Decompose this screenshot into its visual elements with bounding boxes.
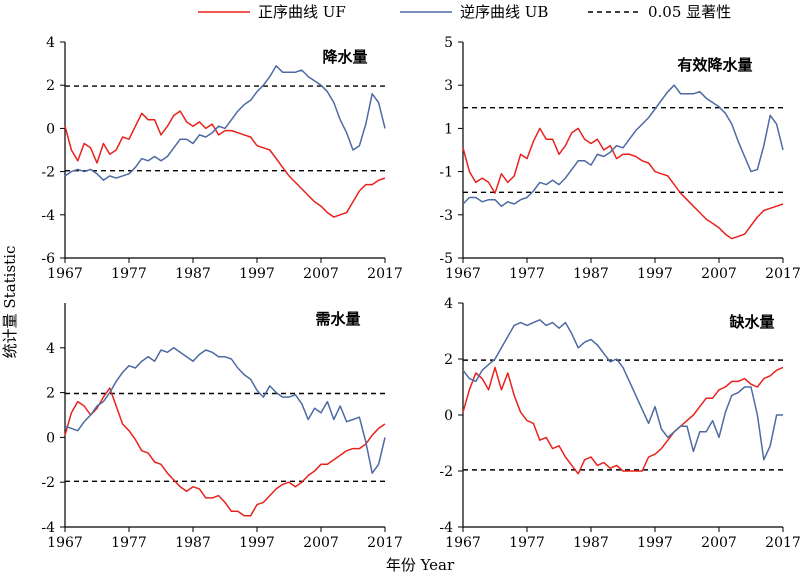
- series-line-ub: [64, 347, 386, 474]
- x-tick-label: 2007: [701, 266, 737, 282]
- x-tick-label: 1967: [445, 535, 481, 551]
- panel-title: 降水量: [322, 48, 367, 66]
- x-tick-label: 1977: [509, 535, 545, 551]
- x-tick-label: 2007: [303, 535, 339, 551]
- x-tick-label: 2017: [367, 535, 403, 551]
- series-line-ub: [462, 84, 784, 207]
- y-tick-label: -4: [41, 208, 55, 224]
- y-tick-label: 4: [444, 296, 453, 312]
- y-tick-label: 3: [444, 78, 453, 94]
- y-tick-label: 4: [46, 341, 55, 357]
- x-tick-label: 1967: [445, 266, 481, 282]
- panel-title: 缺水量: [728, 313, 774, 331]
- y-tick-label: -3: [439, 208, 453, 224]
- series-line-ub: [64, 65, 386, 181]
- x-tick-label: 2007: [303, 266, 339, 282]
- x-tick-label: 1987: [175, 266, 211, 282]
- x-tick-label: 1987: [175, 535, 211, 551]
- y-tick-label: -5: [439, 251, 453, 267]
- y-tick-label: -4: [439, 520, 453, 536]
- x-tick-label: 2017: [765, 535, 800, 551]
- x-tick-label: 1987: [573, 266, 609, 282]
- x-tick-label: 1997: [239, 535, 275, 551]
- x-tick-label: 1977: [111, 266, 147, 282]
- x-tick-label: 1997: [637, 535, 673, 551]
- legend-ub-label: 逆序曲线 UB: [460, 3, 548, 21]
- x-tick-label: 1997: [239, 266, 275, 282]
- y-tick-label: -1: [439, 165, 453, 181]
- series-line-uf: [462, 127, 784, 240]
- series-line-uf: [462, 366, 784, 475]
- x-tick-label: 1967: [47, 535, 83, 551]
- x-tick-label: 2007: [701, 535, 737, 551]
- x-tick-label: 2017: [765, 266, 800, 282]
- y-tick-label: 2: [46, 78, 55, 94]
- panel-title: 有效降水量: [677, 56, 752, 74]
- x-tick-label: 2017: [367, 266, 403, 282]
- y-tick-label: 0: [46, 121, 55, 137]
- x-tick-label: 1967: [47, 266, 83, 282]
- y-tick-label: 0: [46, 430, 55, 446]
- y-tick-label: -2: [439, 464, 453, 480]
- x-axis-label: 年份 Year: [386, 556, 455, 574]
- x-tick-label: 1987: [573, 535, 609, 551]
- legend-uf-label: 正序曲线 UF: [258, 3, 346, 21]
- series-line-uf: [64, 387, 386, 517]
- y-tick-label: 5: [444, 35, 453, 51]
- y-tick-label: 4: [46, 35, 55, 51]
- y-tick-label: 2: [46, 386, 55, 402]
- y-tick-label: -4: [41, 520, 55, 536]
- series-line-ub: [462, 319, 783, 461]
- series-line-uf: [64, 110, 386, 218]
- panel-title: 需水量: [315, 310, 360, 328]
- y-tick-label: -2: [41, 165, 55, 181]
- y-axis-label: 统计量 Statistic: [1, 246, 19, 359]
- legend: 正序曲线 UF 逆序曲线 UB 0.05 显著性: [198, 3, 731, 21]
- y-tick-label: 0: [444, 408, 453, 424]
- x-tick-label: 1997: [637, 266, 673, 282]
- x-tick-label: 1977: [111, 535, 147, 551]
- legend-sig-label: 0.05 显著性: [648, 3, 731, 21]
- x-tick-label: 1977: [509, 266, 545, 282]
- y-tick-label: 2: [444, 352, 453, 368]
- y-tick-label: -6: [41, 251, 55, 267]
- y-tick-label: 1: [444, 121, 453, 137]
- y-tick-label: -2: [41, 475, 55, 491]
